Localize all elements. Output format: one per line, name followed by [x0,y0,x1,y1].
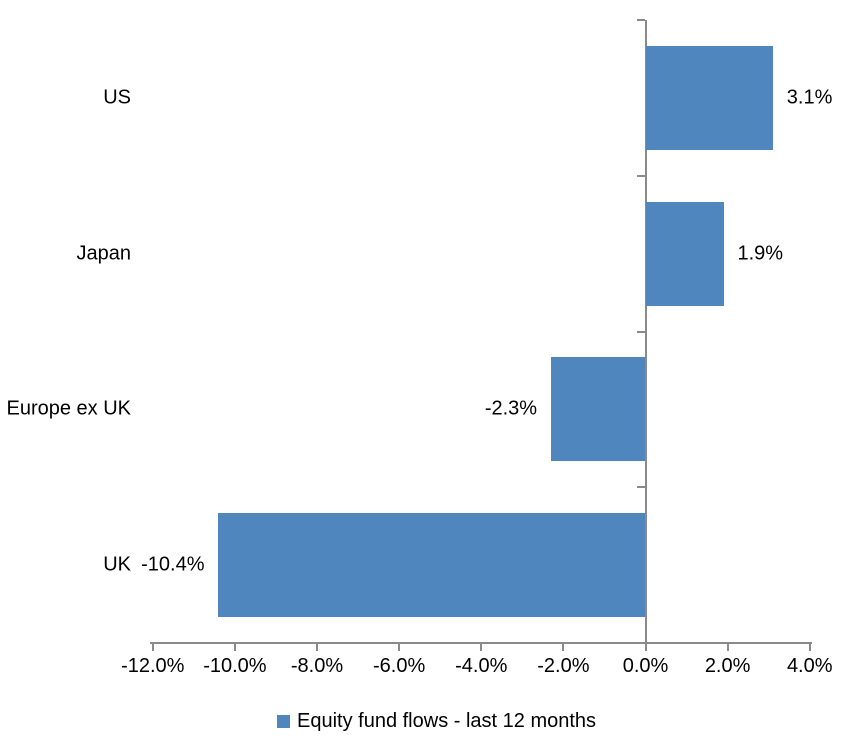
category-label: UK [103,553,131,576]
category-label: US [103,86,131,109]
legend-swatch [277,714,290,728]
x-axis-tick [151,643,154,651]
x-axis-tick [726,643,729,651]
x-axis-tick [233,643,236,651]
x-axis-tick-label: -4.0% [455,655,508,677]
data-label: -10.4% [141,553,205,576]
y-axis-tick [636,486,645,489]
bar-uk [218,513,646,618]
x-axis-tick-label: -10.0% [203,655,267,677]
x-axis-tick-label: -8.0% [290,655,344,677]
legend-label: Equity fund flows - last 12 months [297,709,597,732]
data-label: 1.9% [737,242,784,265]
x-axis-tick-label: 2.0% [704,655,751,677]
y-axis-tick [636,330,645,333]
x-axis-tick-label: -12.0% [121,655,185,677]
x-axis-tick [562,643,565,651]
x-axis-tick [398,643,401,651]
bar-europe-ex-uk [551,357,646,462]
category-label: Europe ex UK [6,397,131,420]
x-axis-tick-label: 4.0% [786,655,833,677]
bar-japan [645,201,724,306]
x-axis-tick [808,643,811,651]
x-axis-tick [480,643,483,651]
x-axis-tick [644,643,647,651]
data-label: 3.1% [786,86,833,109]
x-axis-tick [316,643,319,651]
y-axis-tick [636,19,645,21]
x-axis-tick-label: -2.0% [537,655,590,677]
x-axis-tick-label: -6.0% [373,655,426,677]
x-axis-tick-label: 0.0% [622,655,669,677]
legend: Equity fund flows - last 12 months [277,708,596,734]
data-label: -2.3% [484,397,538,420]
category-label: Japan [76,242,132,265]
bar-us [645,45,773,150]
y-axis-line [644,20,647,643]
y-axis-tick [636,174,645,177]
